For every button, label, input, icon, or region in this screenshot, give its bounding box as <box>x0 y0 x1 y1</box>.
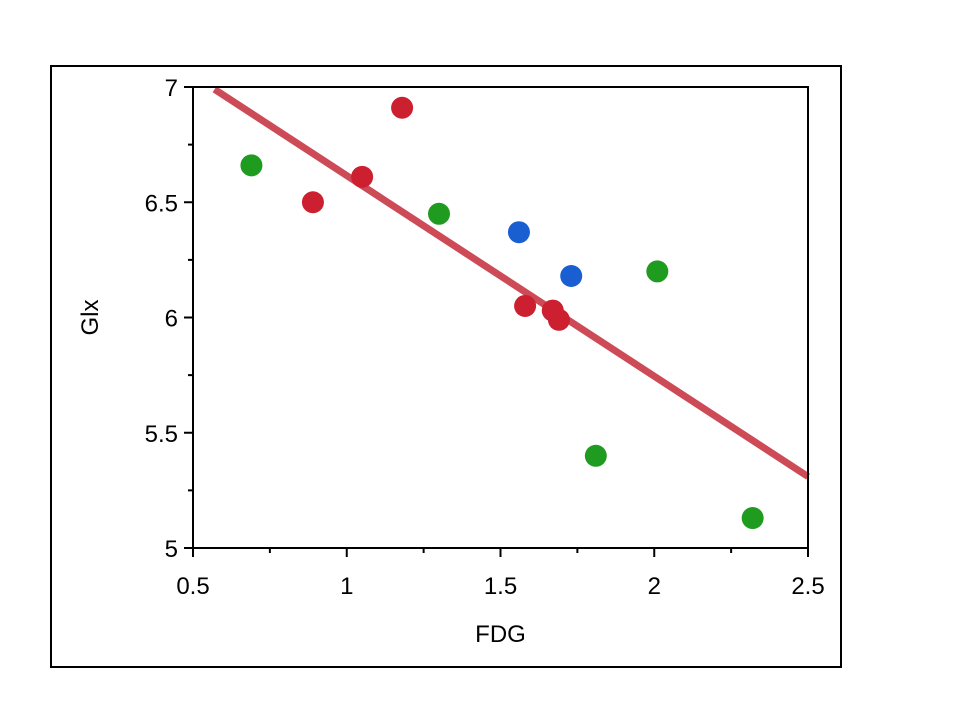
x-tick-labels: 0.5 1 1.5 2 2.5 <box>176 573 824 600</box>
data-point-s1-1 <box>428 202 450 225</box>
data-point-s2-0 <box>507 221 530 244</box>
data-point-s0-3 <box>514 294 537 317</box>
regression-line <box>212 86 810 480</box>
data-point-s1-0 <box>240 154 263 177</box>
x-tick-label: 0.5 <box>176 573 209 600</box>
y-tick-label: 5.5 <box>145 421 178 448</box>
y-tick-labels: 5 5.5 6 6.5 7 <box>145 75 178 563</box>
x-tick-label: 2 <box>648 573 661 600</box>
data-point-s0-0 <box>301 191 324 214</box>
x-tick-label: 1 <box>340 573 353 600</box>
y-tick-label: 7 <box>165 75 178 102</box>
data-point-s1-2 <box>584 444 607 467</box>
data-point-s1-4 <box>741 507 764 530</box>
data-point-s0-2 <box>391 96 414 119</box>
y-axis-title: Glx <box>77 300 104 336</box>
data-point-s0-1 <box>351 165 374 188</box>
y-tick-label: 6 <box>165 306 178 333</box>
x-tick-label: 1.5 <box>484 573 517 600</box>
y-tick-label: 6.5 <box>145 190 178 217</box>
plot-area <box>192 86 809 549</box>
x-tick-label: 2.5 <box>791 573 824 600</box>
y-tick-label: 5 <box>165 536 178 563</box>
chart-frame <box>50 65 842 668</box>
data-point-s0-5 <box>547 308 570 331</box>
ticks-layer <box>184 86 809 557</box>
points-layer <box>240 96 764 530</box>
data-point-s2-1 <box>560 265 583 288</box>
fit-line-layer <box>212 86 810 480</box>
data-point-s1-3 <box>646 260 669 283</box>
x-axis-title: FDG <box>475 621 526 648</box>
